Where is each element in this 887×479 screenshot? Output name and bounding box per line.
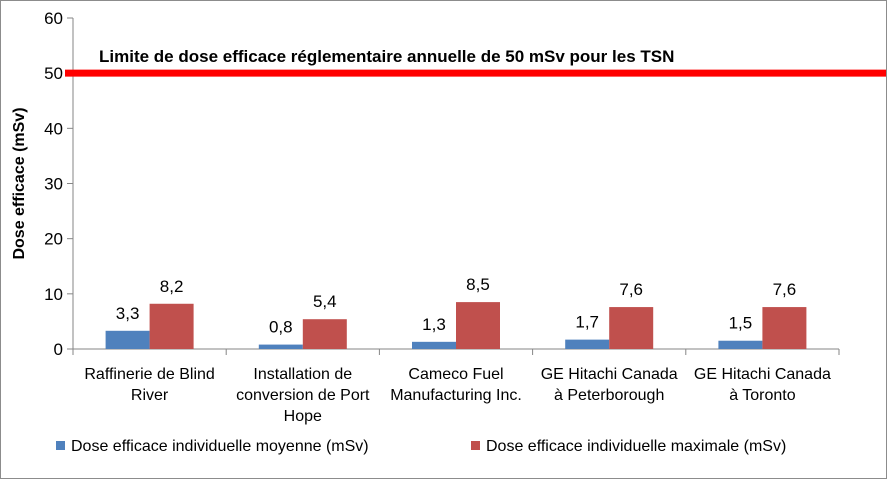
- bar-series-1: [565, 339, 610, 349]
- category-label: GE Hitachi Canada: [541, 366, 678, 383]
- bar-series-1: [105, 330, 150, 349]
- y-axis-label: Dose efficace (mSv): [11, 107, 28, 259]
- y-tick-label: 20: [44, 230, 63, 249]
- bar-series-2: [762, 307, 807, 349]
- category-label: River: [131, 387, 169, 404]
- bar-series-1: [718, 340, 763, 349]
- data-label: 8,2: [160, 277, 184, 296]
- legend-label-1: Dose efficace individuelle moyenne (mSv): [71, 438, 369, 455]
- y-tick-label: 60: [44, 9, 63, 28]
- category-label: Cameco Fuel: [408, 366, 503, 383]
- category-label: Hope: [284, 408, 322, 425]
- category-label: Manufacturing Inc.: [390, 387, 522, 404]
- bar-series-2: [302, 319, 347, 349]
- data-label: 1,3: [422, 315, 446, 334]
- data-label: 5,4: [313, 292, 337, 311]
- category-label: conversion de Port: [236, 387, 370, 404]
- data-label: 0,8: [269, 318, 293, 337]
- y-tick-label: 0: [54, 340, 63, 359]
- y-tick-label: 10: [44, 285, 63, 304]
- legend-swatch-2: [471, 441, 480, 450]
- data-label: 3,3: [116, 304, 140, 323]
- bar-series-2: [149, 303, 194, 349]
- y-tick-label: 40: [44, 119, 63, 138]
- legend-swatch-1: [56, 441, 65, 450]
- category-label: à Toronto: [729, 387, 796, 404]
- category-label: Raffinerie de Blind: [84, 366, 214, 383]
- bar-series-2: [456, 302, 500, 349]
- bar-series-1: [412, 341, 456, 349]
- data-label: 8,5: [466, 275, 490, 294]
- category-label: Installation de: [253, 366, 352, 383]
- bar-series-2: [609, 307, 654, 349]
- data-label: 7,6: [773, 280, 797, 299]
- y-tick-label: 30: [44, 175, 63, 194]
- data-label: 7,6: [619, 280, 643, 299]
- data-label: 1,7: [575, 313, 599, 332]
- legend-label-2: Dose efficace individuelle maximale (mSv…: [486, 438, 786, 455]
- bar-series-1: [258, 344, 303, 349]
- data-label: 1,5: [729, 314, 753, 333]
- reference-line-label: Limite de dose efficace réglementaire an…: [99, 47, 674, 66]
- category-label: à Peterborough: [554, 387, 664, 404]
- category-label: GE Hitachi Canada: [694, 366, 831, 383]
- y-tick-label: 50: [44, 64, 63, 83]
